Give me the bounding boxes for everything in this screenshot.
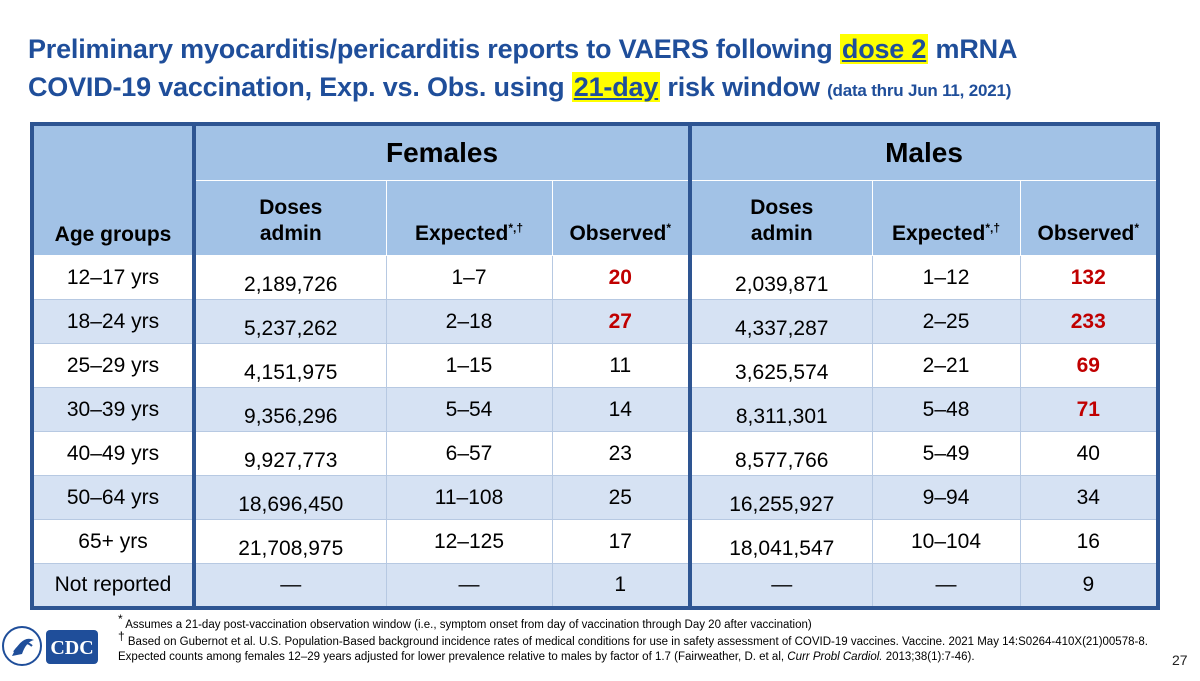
m-observed-header: Observed* <box>1019 180 1159 256</box>
m-expected-header: Expected*,† <box>871 180 1021 256</box>
m-expected-cell: 5–49 <box>871 431 1021 476</box>
m-expected-cell: 9–94 <box>871 475 1021 520</box>
f-doses-cell: 9,927,773 <box>192 431 387 476</box>
age-cell: 50–64 yrs <box>31 475 195 520</box>
f-observed-cell: 1 <box>551 563 691 608</box>
f-expected-cell: 1–7 <box>385 255 553 300</box>
f-doses-header: Doses admin <box>192 180 387 256</box>
title-line-2: COVID-19 vaccination, Exp. vs. Obs. usin… <box>28 72 1012 102</box>
m-observed-cell: 132 <box>1019 255 1159 300</box>
f-observed-cell: 11 <box>551 343 691 388</box>
m-observed-cell: 16 <box>1019 519 1159 564</box>
title-line-1: Preliminary myocarditis/pericarditis rep… <box>28 34 1018 64</box>
f-doses-cell: — <box>192 563 387 608</box>
age-cell: Not reported <box>31 563 195 608</box>
f-doses-cell: 2,189,726 <box>192 255 387 300</box>
table-row: 25–29 yrs 4,151,975 1–15 11 3,625,574 2–… <box>31 343 1159 388</box>
m-doses-cell: — <box>688 563 873 608</box>
f-expected-cell: 5–54 <box>385 387 553 432</box>
m-observed-cell: 40 <box>1019 431 1159 476</box>
age-cell: 40–49 yrs <box>31 431 195 476</box>
f-observed-cell: 14 <box>551 387 691 432</box>
m-doses-cell: 16,255,927 <box>688 475 873 520</box>
m-expected-cell: — <box>871 563 1021 608</box>
f-observed-cell: 27 <box>551 299 691 344</box>
m-observed-cell: 233 <box>1019 299 1159 344</box>
m-doses-header: Doses admin <box>688 180 873 256</box>
f-observed-cell: 23 <box>551 431 691 476</box>
f-doses-cell: 5,237,262 <box>192 299 387 344</box>
f-doses-cell: 9,356,296 <box>192 387 387 432</box>
highlight-dose-2: dose 2 <box>839 34 929 64</box>
age-cell: 12–17 yrs <box>31 255 195 300</box>
m-doses-cell: 8,577,766 <box>688 431 873 476</box>
m-doses-cell: 3,625,574 <box>688 343 873 388</box>
cdc-wordmark: CDC <box>50 637 93 659</box>
footnote-2: † Based on Gubernot et al. U.S. Populati… <box>118 629 1148 663</box>
f-expected-cell: 2–18 <box>385 299 553 344</box>
f-observed-header: Observed* <box>551 180 691 256</box>
m-observed-cell: 71 <box>1019 387 1159 432</box>
f-observed-cell: 17 <box>551 519 691 564</box>
f-expected-cell: 1–15 <box>385 343 553 388</box>
age-cell: 18–24 yrs <box>31 299 195 344</box>
highlight-21-day: 21-day <box>571 72 661 102</box>
m-expected-cell: 10–104 <box>871 519 1021 564</box>
age-groups-header: Age groups <box>31 123 195 256</box>
m-doses-cell: 2,039,871 <box>688 255 873 300</box>
m-expected-cell: 5–48 <box>871 387 1021 432</box>
table-row: 65+ yrs 21,708,975 12–125 17 18,041,547 … <box>31 519 1159 564</box>
f-observed-cell: 20 <box>551 255 691 300</box>
footnotes: * Assumes a 21-day post-vaccination obse… <box>118 612 1158 667</box>
slide-title: Preliminary myocarditis/pericarditis rep… <box>28 30 1178 110</box>
m-observed-cell: 69 <box>1019 343 1159 388</box>
table-row: 12–17 yrs 2,189,726 1–7 20 2,039,871 1–1… <box>31 255 1159 300</box>
m-doses-cell: 18,041,547 <box>688 519 873 564</box>
m-expected-cell: 2–25 <box>871 299 1021 344</box>
page-number: 27 <box>1172 652 1188 668</box>
f-expected-header: Expected*,† <box>385 180 553 256</box>
f-expected-cell: 12–125 <box>385 519 553 564</box>
table-row: 50–64 yrs 18,696,450 11–108 25 16,255,92… <box>31 475 1159 520</box>
table-row: Not reported — — 1 — — 9 <box>31 563 1159 608</box>
age-cell: 30–39 yrs <box>31 387 195 432</box>
m-expected-cell: 1–12 <box>871 255 1021 300</box>
f-doses-cell: 18,696,450 <box>192 475 387 520</box>
m-doses-cell: 8,311,301 <box>688 387 873 432</box>
data-date-note: (data thru Jun 11, 2021) <box>827 81 1012 100</box>
f-expected-cell: 11–108 <box>385 475 553 520</box>
age-cell: 65+ yrs <box>31 519 195 564</box>
table-row: 40–49 yrs 9,927,773 6–57 23 8,577,766 5–… <box>31 431 1159 476</box>
m-expected-cell: 2–21 <box>871 343 1021 388</box>
footnote-1: * Assumes a 21-day post-vaccination obse… <box>118 612 812 631</box>
males-header: Males <box>688 123 1159 181</box>
m-doses-cell: 4,337,287 <box>688 299 873 344</box>
m-observed-cell: 34 <box>1019 475 1159 520</box>
cdc-logo: CDC <box>0 612 104 676</box>
age-cell: 25–29 yrs <box>31 343 195 388</box>
f-observed-cell: 25 <box>551 475 691 520</box>
table-row: 18–24 yrs 5,237,262 2–18 27 4,337,287 2–… <box>31 299 1159 344</box>
f-expected-cell: 6–57 <box>385 431 553 476</box>
vaers-table: Age groups Females Males Doses admin Expe… <box>30 122 1161 610</box>
f-doses-cell: 4,151,975 <box>192 343 387 388</box>
m-observed-cell: 9 <box>1019 563 1159 608</box>
females-header: Females <box>191 123 691 181</box>
f-doses-cell: 21,708,975 <box>192 519 387 564</box>
table-row: 30–39 yrs 9,356,296 5–54 14 8,311,301 5–… <box>31 387 1159 432</box>
f-expected-cell: — <box>385 563 553 608</box>
